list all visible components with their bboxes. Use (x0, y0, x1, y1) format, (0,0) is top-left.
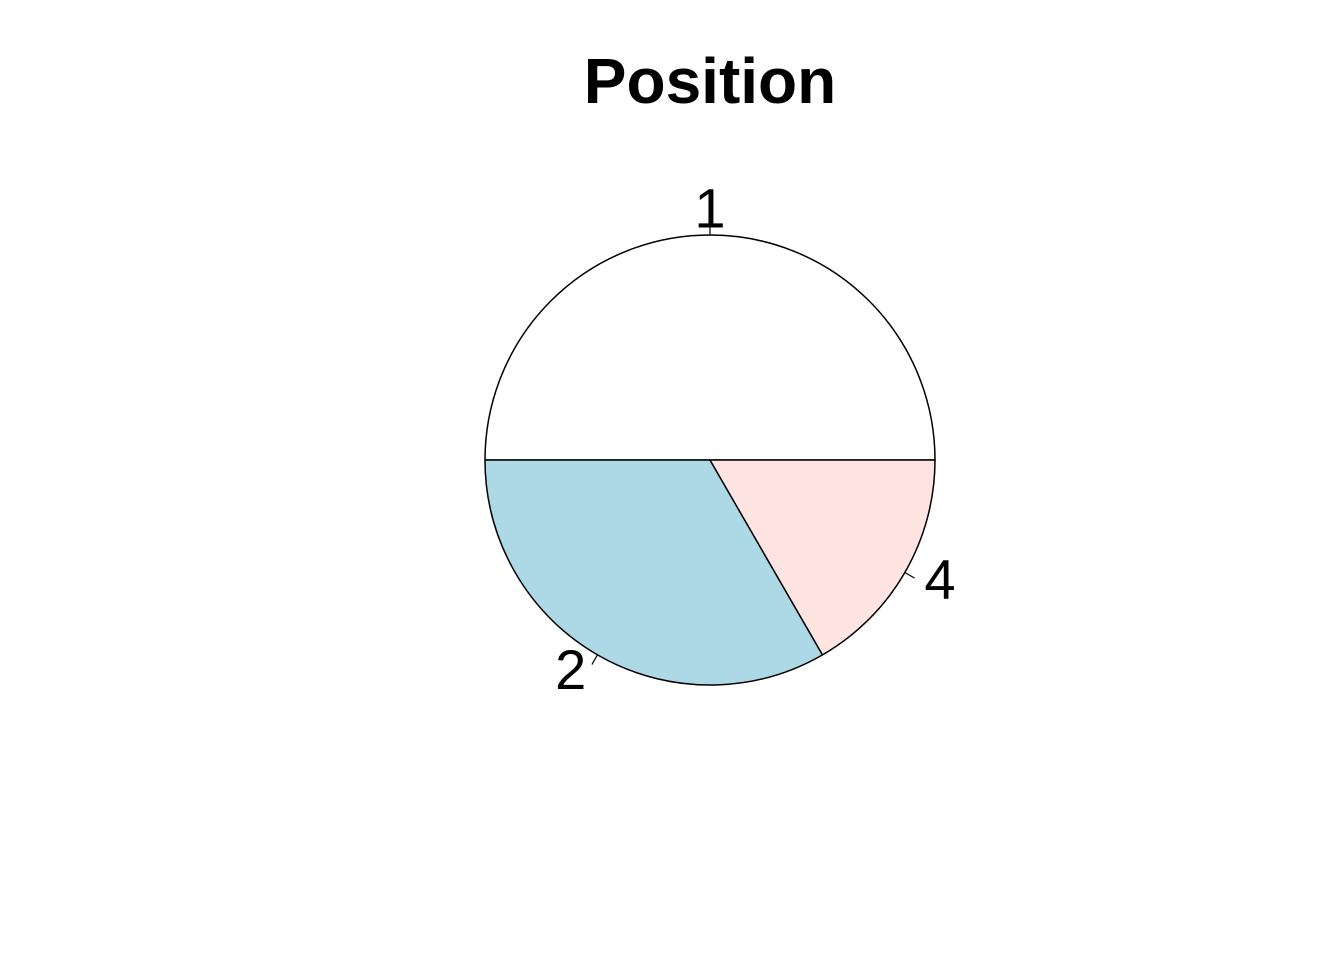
pie-label-1: 1 (694, 176, 725, 239)
chart-title: Position (584, 45, 836, 117)
pie-slices (484, 234, 936, 686)
pie-label-tick-4 (904, 571, 915, 579)
pie-labels: 1 2 4 (555, 176, 955, 701)
pie-label-2: 2 (555, 638, 586, 701)
pie-slice-4 (709, 459, 936, 656)
pie-slice-1 (484, 234, 936, 461)
pie-label-tick-2 (591, 654, 599, 665)
pie-label-4: 4 (924, 548, 955, 611)
